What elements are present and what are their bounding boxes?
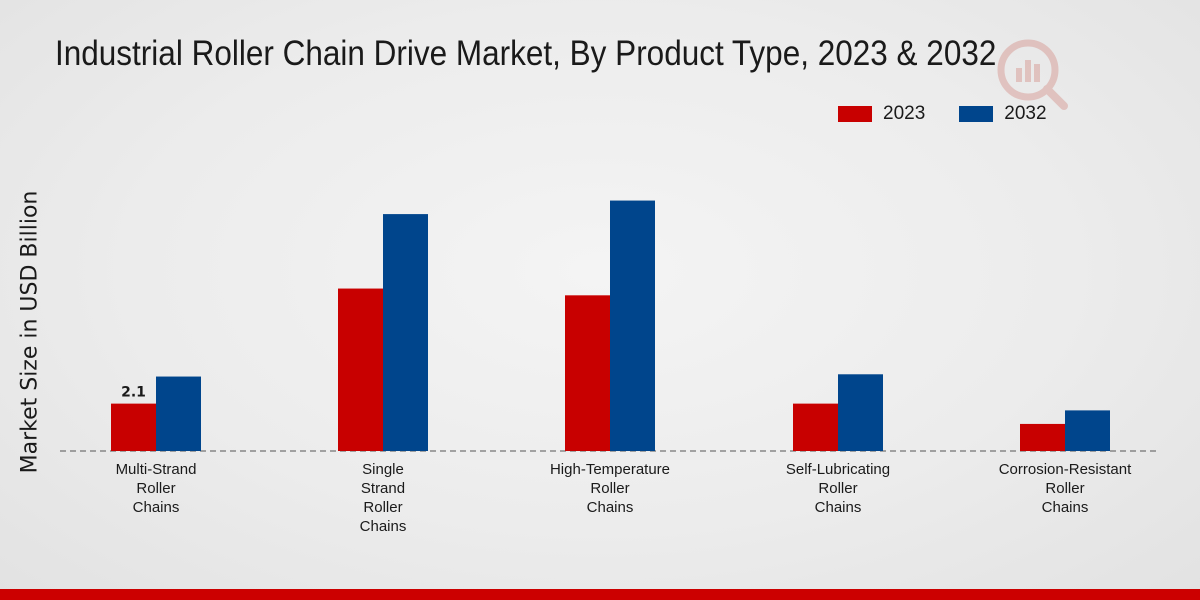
bar-2023-2 xyxy=(338,288,383,451)
bottom-accent-band xyxy=(0,589,1200,600)
x-tick-label: High-Temperature Roller Chains xyxy=(550,461,670,516)
bar-2032-5 xyxy=(1065,410,1110,451)
legend-swatch-2032 xyxy=(959,106,994,122)
x-tick-label: Multi-Strand Roller Chains xyxy=(116,461,197,516)
chart-title: Industrial Roller Chain Drive Market, By… xyxy=(55,34,997,73)
bar-2023-3 xyxy=(565,295,610,451)
legend-item-2032: 2032 xyxy=(959,103,1047,125)
bar-2023-4 xyxy=(793,403,838,451)
watermark-logo-icon xyxy=(997,39,1068,110)
bar-2023-1 xyxy=(111,403,156,451)
bar-2032-1 xyxy=(156,376,201,451)
legend-label-2032: 2032 xyxy=(1004,103,1047,124)
bar-2032-4 xyxy=(838,374,883,451)
x-tick-label: Self-Lubricating Roller Chains xyxy=(786,461,890,516)
legend: 2023 2032 xyxy=(838,103,1081,125)
bar-2032-3 xyxy=(610,200,655,451)
x-tick-label: Corrosion-Resistant Roller Chains xyxy=(999,461,1132,516)
bar-2032-2 xyxy=(383,214,428,451)
x-tick-label: Single Strand Roller Chains xyxy=(360,461,407,535)
legend-label-2023: 2023 xyxy=(883,103,926,124)
data-label: 2.1 xyxy=(121,385,146,401)
bar-2023-5 xyxy=(1020,423,1065,451)
legend-swatch-2023 xyxy=(838,106,872,122)
legend-item-2023: 2023 xyxy=(838,103,925,125)
